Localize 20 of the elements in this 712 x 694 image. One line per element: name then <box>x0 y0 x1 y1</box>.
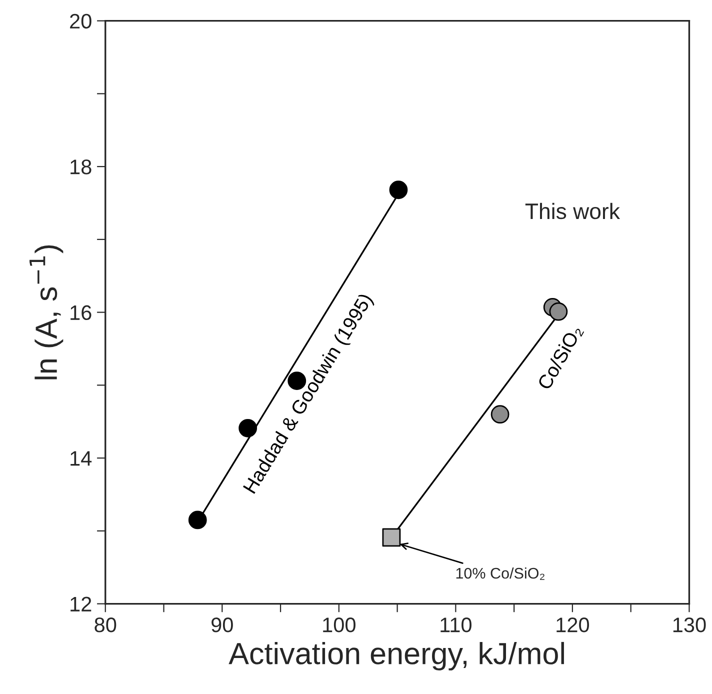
y-axis-title: ln (A, s$^{−1}$) <box>30 245 64 380</box>
annotation: 10% Co/SiO₂ <box>456 567 544 580</box>
x-tick-label: 90 <box>212 618 233 632</box>
y-tick-label: 16 <box>70 305 92 320</box>
point <box>389 180 408 200</box>
point <box>490 405 510 424</box>
y-tick-label: 14 <box>70 451 92 466</box>
point <box>382 528 401 547</box>
x-axis-title: Activation energy, kJ/mol <box>228 642 564 670</box>
x-tick-label: 110 <box>440 618 472 632</box>
point <box>188 510 207 530</box>
y-tick-label: 20 <box>70 14 92 29</box>
x-tick-label: 100 <box>323 618 356 632</box>
x-tick-label: 80 <box>94 618 116 632</box>
x-tick-label: 130 <box>673 618 706 632</box>
x-tick-label: 120 <box>556 618 590 632</box>
annotation: This work <box>525 202 620 220</box>
y-tick-label: 18 <box>70 160 92 174</box>
point <box>549 302 568 321</box>
y-tick-label: 12 <box>70 596 92 612</box>
